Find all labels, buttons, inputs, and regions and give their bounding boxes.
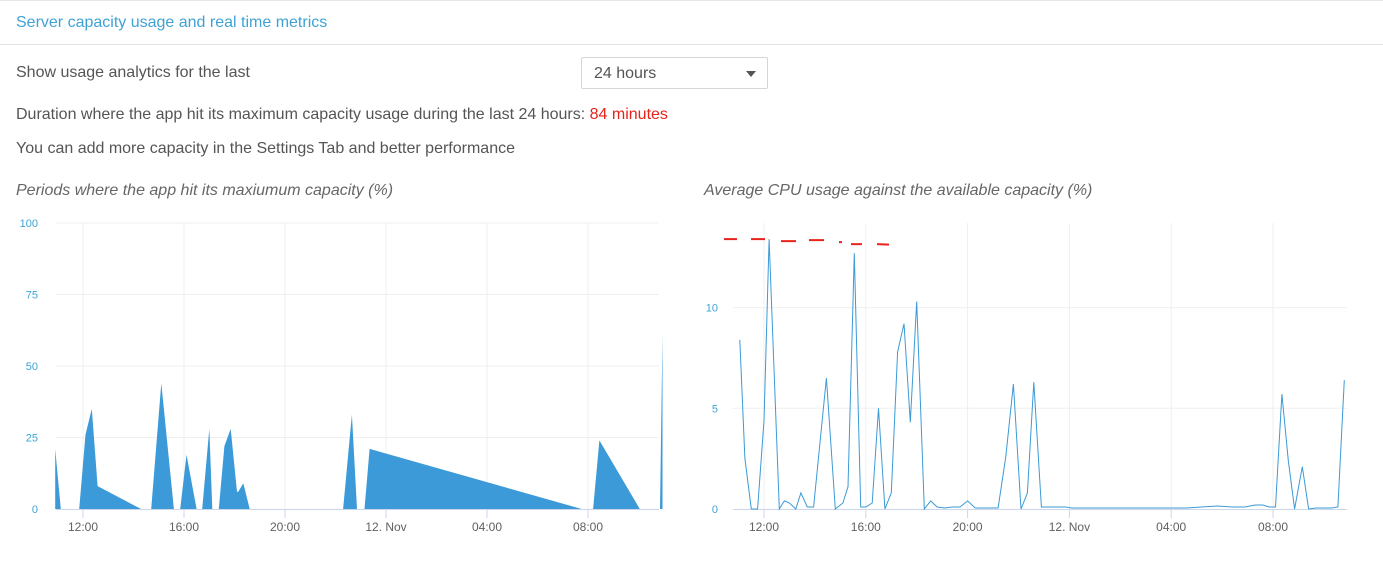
x-tick-label: 16:00 [851, 520, 881, 534]
y-tick-label: 75 [26, 290, 38, 302]
capacity-area-series [55, 334, 663, 509]
x-tick-label: 20:00 [953, 520, 983, 534]
x-tick-label: 12. Nov [365, 520, 406, 534]
y-tick-label: 100 [20, 218, 38, 230]
x-tick-label: 12:00 [68, 520, 98, 534]
y-tick-label: 5 [712, 403, 718, 415]
x-tick-label: 12. Nov [1049, 520, 1090, 534]
y-tick-label: 10 [706, 303, 718, 315]
cpu-chart-title: Average CPU usage against the available … [704, 182, 1093, 199]
capacity-chart-title: Periods where the app hit its maxiumum c… [16, 182, 394, 199]
capacity-area-chart: 0 25 50 75 100 12:00 16:00 20:00 12. Nov 04:00 08:… [20, 218, 663, 534]
time-range-value: 24 hours [594, 65, 657, 82]
section-title: Server capacity usage and real time metr… [16, 14, 328, 31]
duration-value: 84 minutes [589, 106, 668, 123]
capacity-threshold-dash [876, 243, 890, 246]
time-range-select[interactable]: 24 hours [581, 57, 768, 89]
x-tick-label: 08:00 [1258, 520, 1288, 534]
y-tick-label: 0 [32, 504, 38, 516]
x-tick-label: 04:00 [472, 520, 502, 534]
x-tick-label: 16:00 [169, 520, 199, 534]
cpu-line-chart: 0 5 10 12:00 16:00 20:00 12. Nov 04:00 08:00 [706, 223, 1347, 534]
x-tick-label: 12:00 [749, 520, 779, 534]
x-tick-label: 20:00 [270, 520, 300, 534]
cpu-line-series [739, 239, 1345, 511]
advice-text: You can add more capacity in the Setting… [16, 140, 515, 157]
x-tick-label: 04:00 [1156, 520, 1186, 534]
range-label: Show usage analytics for the last [16, 64, 250, 81]
top-border [0, 0, 1383, 1]
duration-text: Duration where the app hit its maximum c… [16, 106, 590, 123]
y-tick-label: 0 [712, 504, 718, 516]
y-tick-label: 50 [26, 361, 38, 373]
y-tick-label: 25 [26, 433, 38, 445]
section-divider [0, 44, 1383, 45]
chevron-down-icon [746, 71, 756, 77]
x-tick-label: 08:00 [573, 520, 603, 534]
duration-line: Duration where the app hit its maximum c… [16, 106, 668, 124]
